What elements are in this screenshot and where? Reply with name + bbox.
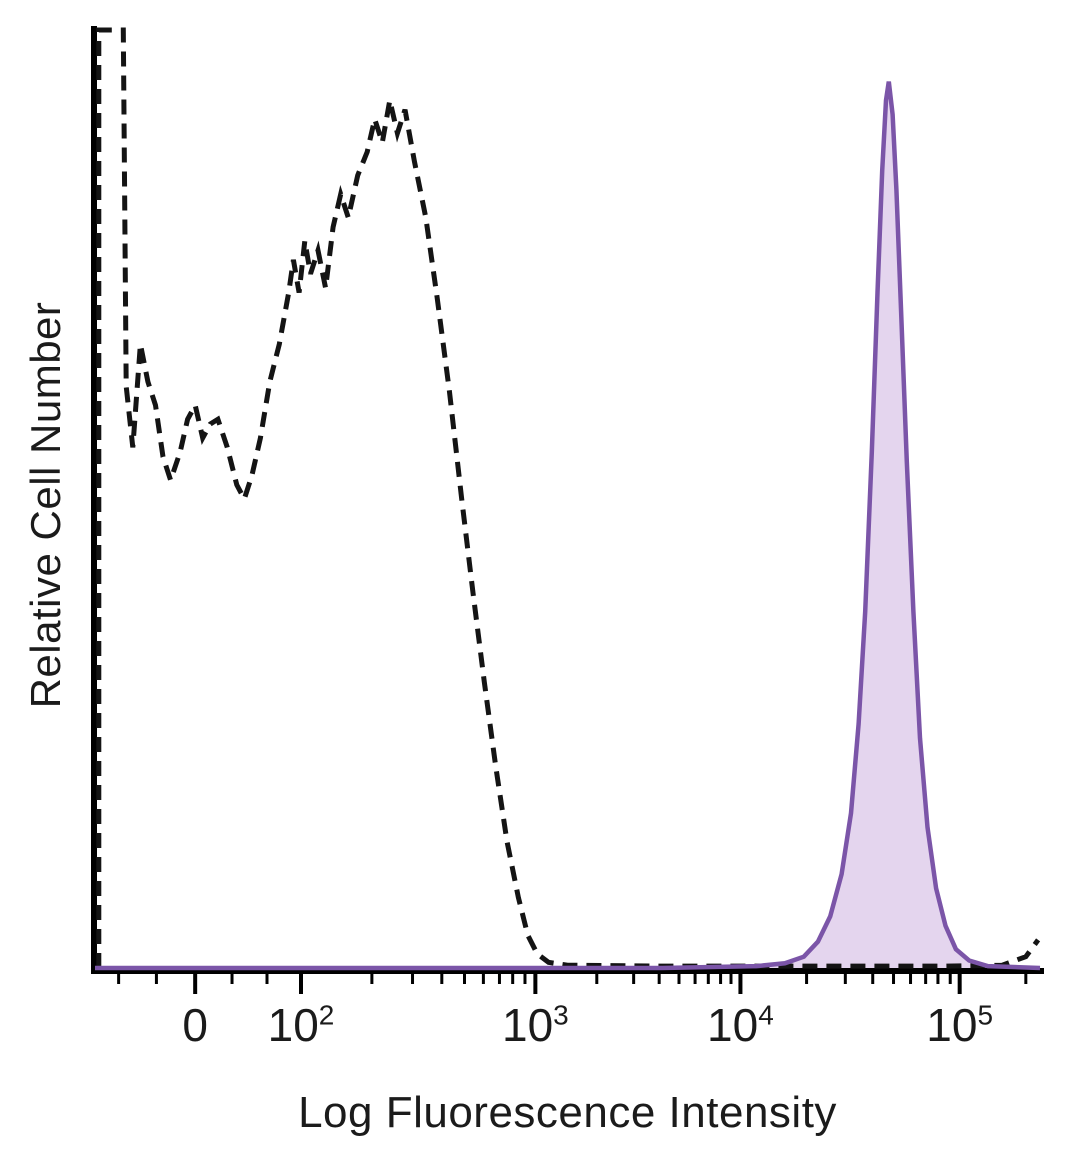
x-axis-spine: [91, 968, 1044, 974]
x-axis-label: Log Fluorescence Intensity: [298, 1088, 837, 1137]
x-tick-label: 102: [267, 999, 335, 1051]
stained-sample-curve: [95, 81, 1041, 971]
x-tick-label: 103: [501, 999, 569, 1051]
x-tick-label: 0: [182, 999, 208, 1051]
unstained-control-curve: [96, 27, 1041, 969]
y-axis-label: Relative Cell Number: [22, 301, 69, 709]
x-tick-label: 104: [707, 999, 774, 1051]
x-tick-label: 105: [926, 999, 994, 1051]
y-axis-spine: [91, 26, 97, 974]
